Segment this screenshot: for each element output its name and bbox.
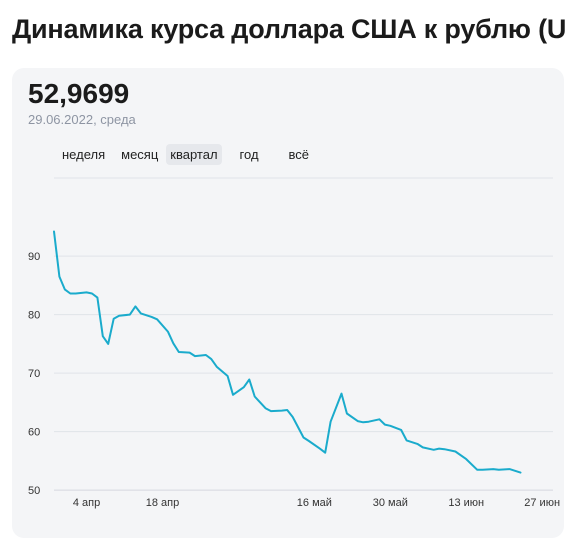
- y-tick-label: 80: [28, 310, 40, 322]
- x-tick-label: 30 май: [373, 497, 408, 509]
- usd-rub-series-line: [54, 232, 521, 473]
- x-tick-label: 4 апр: [73, 497, 100, 509]
- x-tick-label: 13 июн: [448, 497, 484, 509]
- exchange-rate-chart: 50 60 70 80 90 4 апр 18 апр 16 май 30 май 13 июн 2…: [0, 0, 578, 524]
- x-tick-label: 16 май: [297, 497, 332, 509]
- y-tick-label: 90: [28, 251, 40, 263]
- y-tick-label: 70: [28, 368, 40, 380]
- x-tick-label: 27 июн: [524, 497, 560, 509]
- y-tick-label: 50: [28, 485, 40, 497]
- x-tick-label: 18 апр: [146, 497, 179, 509]
- y-tick-label: 60: [28, 427, 40, 439]
